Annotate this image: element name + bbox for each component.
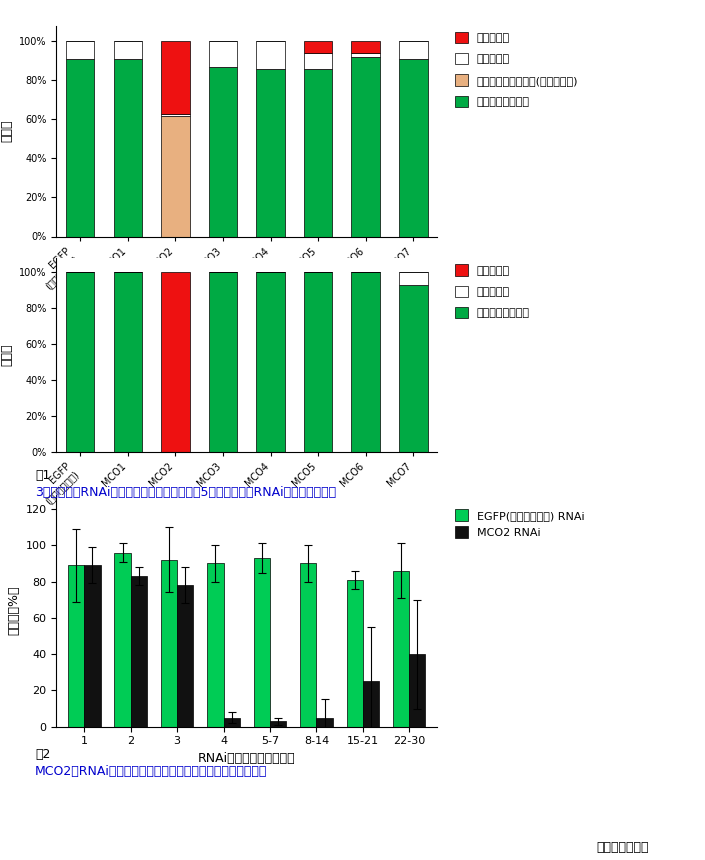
Bar: [347, 580, 363, 727]
Y-axis label: 表現型: 表現型: [1, 120, 13, 143]
Bar: [114, 41, 142, 59]
Bar: [223, 717, 240, 727]
Bar: [304, 69, 333, 236]
Bar: [161, 273, 190, 452]
Bar: [399, 273, 428, 285]
Bar: [352, 57, 380, 236]
Bar: [68, 565, 85, 727]
Bar: [409, 654, 426, 727]
Legend: 脱皮中死亡, 注射後死亡, 正常に脱皮し生育: 脱皮中死亡, 注射後死亡, 正常に脱皮し生育: [450, 260, 534, 322]
Bar: [257, 41, 285, 69]
Text: 図1: 図1: [35, 469, 51, 482]
Text: MCO2のRNAiを起こしたメス成虹から産下された卵の孵化率: MCO2のRNAiを起こしたメス成虹から産下された卵の孵化率: [35, 765, 268, 778]
Bar: [270, 722, 286, 727]
Bar: [352, 273, 380, 452]
Bar: [177, 585, 193, 727]
Bar: [304, 41, 333, 53]
Bar: [66, 41, 94, 59]
Bar: [209, 41, 237, 67]
Bar: [209, 273, 237, 452]
Bar: [257, 273, 285, 452]
X-axis label: RNAiを行った遣伝子: RNAiを行った遣伝子: [205, 512, 288, 525]
Bar: [363, 681, 379, 727]
Bar: [352, 53, 380, 57]
Legend: 脱皮中死亡, 注射後死亡, 脱皮後色素沈着なし(その後死亡), 正常に脱皮し生育: 脱皮中死亡, 注射後死亡, 脱皮後色素沈着なし(その後死亡), 正常に脱皮し生育: [450, 28, 583, 112]
Bar: [114, 552, 130, 727]
X-axis label: RNAiを行ってからの日数: RNAiを行ってからの日数: [198, 752, 295, 765]
Bar: [304, 273, 333, 452]
Bar: [352, 41, 380, 53]
Bar: [66, 59, 94, 237]
Legend: EGFP(コントロール) RNAi, MCO2 RNAi: EGFP(コントロール) RNAi, MCO2 RNAi: [450, 505, 589, 542]
Bar: [399, 41, 428, 59]
Bar: [254, 558, 270, 727]
Text: 図2: 図2: [35, 748, 51, 761]
Bar: [393, 571, 409, 727]
Bar: [300, 563, 317, 727]
Y-axis label: ふ化率（%）: ふ化率（%）: [7, 586, 20, 636]
Bar: [66, 273, 94, 452]
Bar: [161, 115, 190, 237]
Text: （西出　雄大）: （西出 雄大）: [596, 841, 649, 854]
Text: 3齢幼虹でのRNAiの効果（上側）と、終齢（5齢）幼虹でのRNAiの効果（下側）: 3齢幼虹でのRNAiの効果（上側）と、終齢（5齢）幼虹でのRNAiの効果（下側）: [35, 486, 336, 499]
Bar: [161, 114, 190, 115]
Bar: [209, 67, 237, 236]
Bar: [399, 285, 428, 452]
Bar: [207, 563, 223, 727]
Bar: [130, 576, 147, 727]
Bar: [85, 565, 101, 727]
Bar: [304, 53, 333, 69]
Y-axis label: 表現型: 表現型: [1, 343, 13, 366]
Bar: [257, 69, 285, 236]
Bar: [161, 560, 177, 727]
Bar: [114, 59, 142, 237]
Bar: [161, 41, 190, 114]
Bar: [317, 717, 333, 727]
Bar: [114, 273, 142, 452]
Bar: [399, 59, 428, 237]
